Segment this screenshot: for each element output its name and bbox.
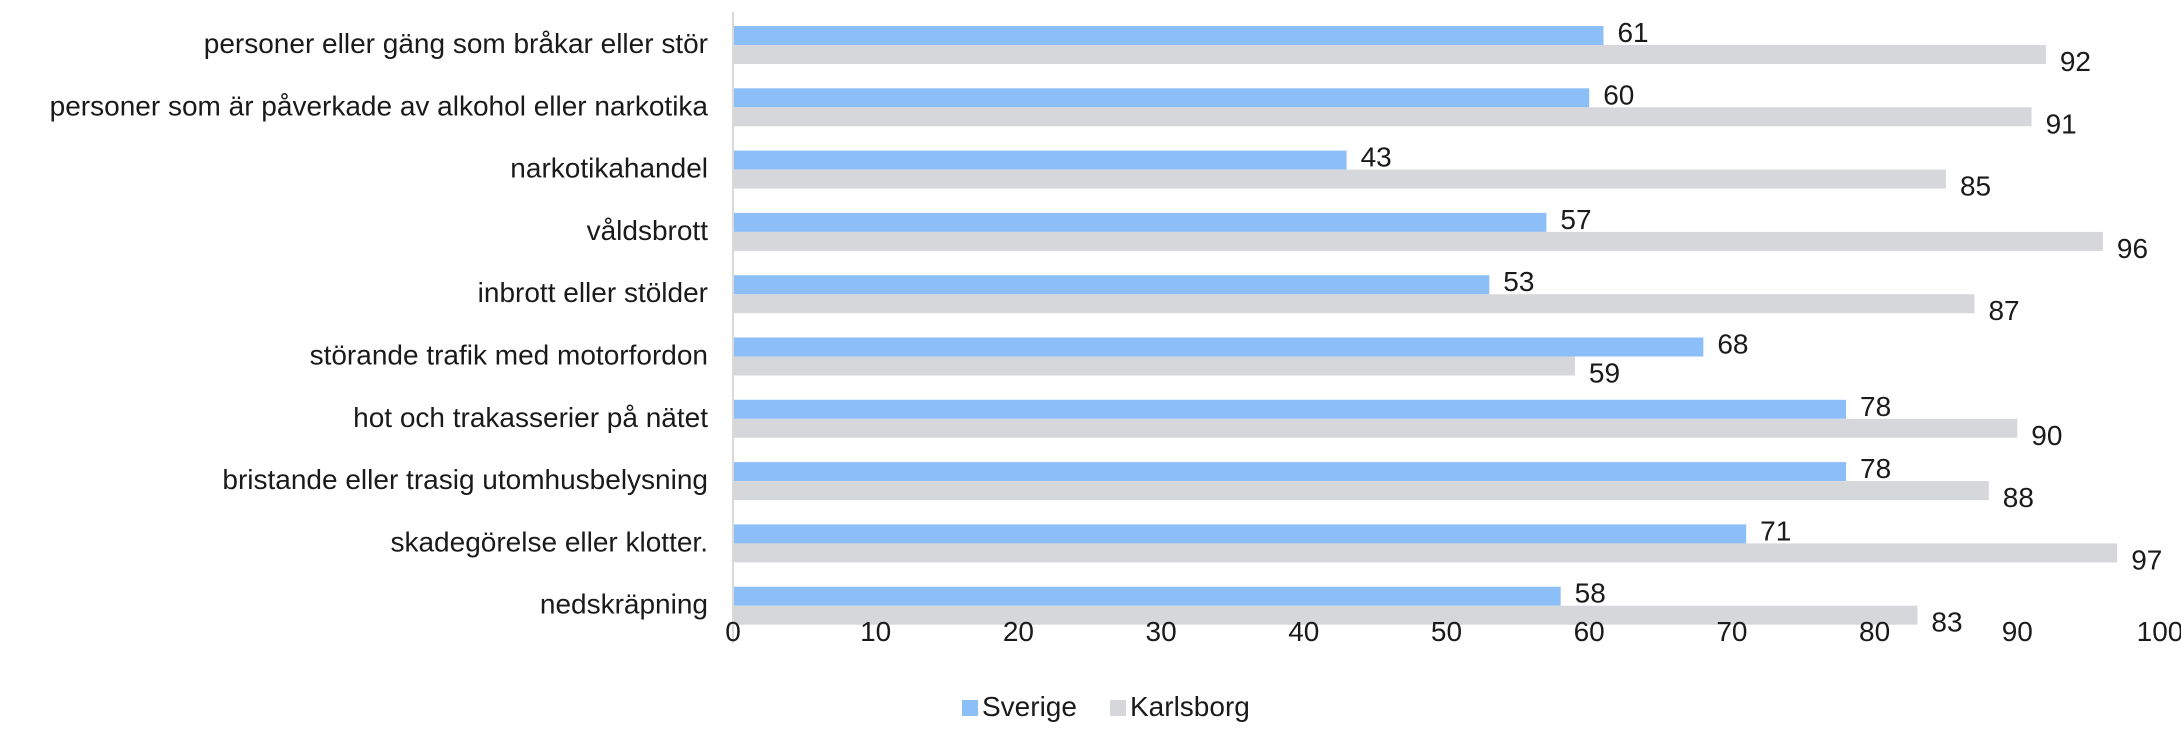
x-tick-label: 40 <box>1288 616 1319 647</box>
value-label-karlsborg: 90 <box>2031 420 2062 451</box>
bar-sverige <box>734 88 1590 108</box>
legend-swatch-karlsborg <box>1110 700 1126 716</box>
value-label-karlsborg: 59 <box>1589 358 1620 389</box>
category-label: narkotikahandel <box>510 153 708 184</box>
category-label: hot och trakasserier på nätet <box>353 402 708 433</box>
bar-sverige <box>734 462 1847 482</box>
x-tick-label: 20 <box>1003 616 1034 647</box>
bar-karlsborg <box>734 45 2046 64</box>
value-label-karlsborg: 85 <box>1960 171 1991 202</box>
legend-label-karlsborg: Karlsborg <box>1130 691 1250 722</box>
bar-sverige <box>734 337 1704 357</box>
category-label: personer eller gäng som bråkar eller stö… <box>204 28 708 59</box>
bar-karlsborg <box>734 294 1975 314</box>
value-label-sverige: 58 <box>1575 578 1606 609</box>
x-tick-label: 100 <box>2137 616 2181 647</box>
bar-karlsborg <box>734 356 1575 376</box>
legend-label-sverige: Sverige <box>982 691 1077 722</box>
x-tick-label: 90 <box>2002 616 2033 647</box>
x-tick-label: 10 <box>860 616 891 647</box>
value-label-karlsborg: 88 <box>2003 482 2034 513</box>
value-label-sverige: 43 <box>1361 142 1392 173</box>
value-label-sverige: 68 <box>1717 329 1748 360</box>
bar-karlsborg <box>734 543 2118 563</box>
value-label-karlsborg: 97 <box>2131 544 2162 575</box>
category-label: våldsbrott <box>587 215 709 246</box>
bar-sverige <box>734 524 1747 544</box>
bar-karlsborg <box>734 418 2018 438</box>
value-label-sverige: 71 <box>1760 515 1791 546</box>
x-tick-label: 60 <box>1574 616 1605 647</box>
bar-karlsborg <box>734 605 1918 625</box>
bar-sverige <box>734 275 1490 295</box>
bar-karlsborg <box>734 481 1989 501</box>
bar-sverige <box>734 212 1547 232</box>
x-tick-label: 30 <box>1146 616 1177 647</box>
category-label: personer som är påverkade av alkohol ell… <box>50 90 709 121</box>
category-label: nedskräpning <box>540 589 708 620</box>
category-label: störande trafik med motorfordon <box>310 340 708 371</box>
value-label-sverige: 60 <box>1603 79 1634 110</box>
value-label-karlsborg: 83 <box>1931 607 1962 638</box>
value-label-karlsborg: 92 <box>2060 46 2091 77</box>
value-label-karlsborg: 87 <box>1988 295 2019 326</box>
bar-sverige <box>734 399 1847 419</box>
bar-karlsborg <box>734 231 2103 251</box>
x-tick-label: 50 <box>1431 616 1462 647</box>
bar-karlsborg <box>734 169 1946 189</box>
bar-karlsborg <box>734 107 2032 127</box>
bar-sverige <box>734 586 1561 606</box>
x-tick-label: 80 <box>1859 616 1890 647</box>
value-label-sverige: 61 <box>1617 17 1648 48</box>
value-label-sverige: 78 <box>1860 391 1891 422</box>
value-label-karlsborg: 96 <box>2117 233 2148 264</box>
x-tick-label: 0 <box>725 616 741 647</box>
bar-sverige <box>734 150 1347 170</box>
category-label: skadegörelse eller klotter. <box>390 526 708 557</box>
value-label-sverige: 53 <box>1503 266 1534 297</box>
category-label: inbrott eller stölder <box>478 277 708 308</box>
bar-sverige <box>734 26 1604 45</box>
x-tick-label: 70 <box>1716 616 1747 647</box>
legend-swatch-sverige <box>962 700 978 716</box>
category-label: bristande eller trasig utomhusbelysning <box>222 464 708 495</box>
value-label-karlsborg: 91 <box>2046 108 2077 139</box>
value-label-sverige: 57 <box>1560 204 1591 235</box>
value-label-sverige: 78 <box>1860 453 1891 484</box>
